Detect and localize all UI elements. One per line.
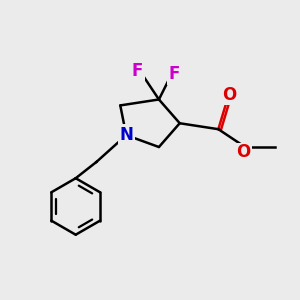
Text: F: F	[169, 65, 180, 83]
Text: O: O	[223, 86, 237, 104]
Text: O: O	[236, 143, 251, 161]
Text: N: N	[119, 126, 133, 144]
Text: F: F	[132, 62, 143, 80]
